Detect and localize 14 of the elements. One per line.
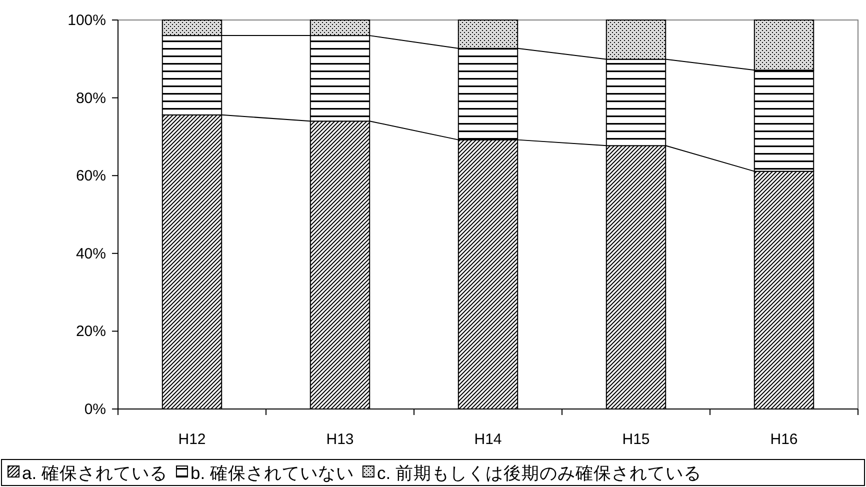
y-tick-label: 0%: [84, 401, 106, 418]
y-tick-label: 40%: [76, 245, 106, 262]
x-tick-label: H15: [622, 431, 650, 448]
x-tick-label: H13: [326, 431, 354, 448]
legend-label: c. 前期もしくは後期のみ確保されている: [376, 463, 702, 483]
legend-label: b. 確保されていない: [190, 463, 354, 483]
legend-label: a. 確保されている: [22, 463, 168, 483]
x-tick-label: H14: [474, 431, 502, 448]
y-tick-label: 80%: [76, 90, 106, 107]
y-tick-label: 100%: [68, 12, 106, 29]
x-tick-label: H12: [178, 431, 206, 448]
x-tick-label: H16: [770, 431, 798, 448]
y-tick-label: 60%: [76, 168, 106, 185]
y-tick-label: 20%: [76, 323, 106, 340]
